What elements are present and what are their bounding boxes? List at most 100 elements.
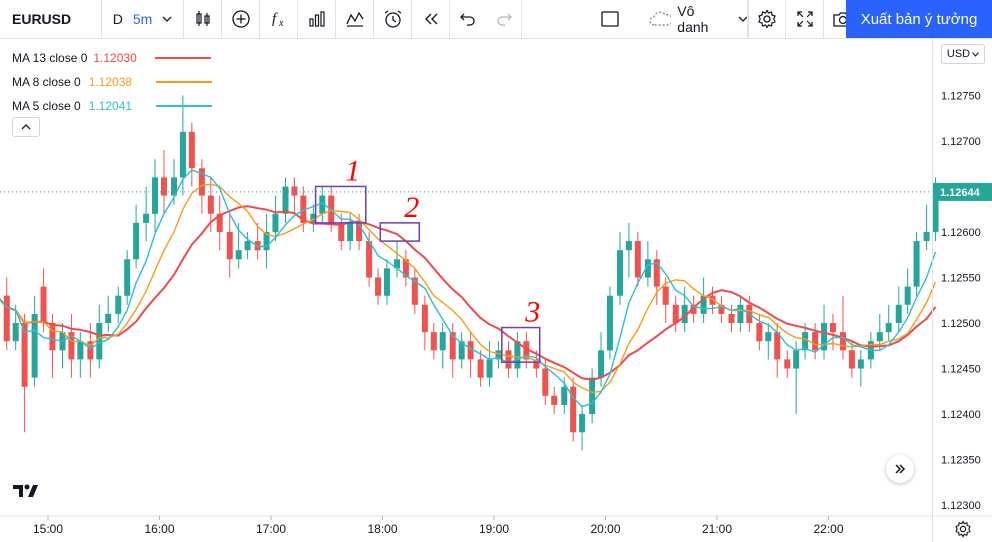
chart-area[interactable]: 123 1.128001.127501.127001.126501.126001…: [0, 39, 992, 542]
annotation-label-3: 3: [524, 296, 540, 329]
redo-button[interactable]: [486, 0, 522, 38]
candle-up: [96, 323, 103, 360]
candle-down: [449, 332, 456, 360]
price-chart[interactable]: 123 1.128001.127501.127001.126501.126001…: [0, 39, 992, 542]
tradingview-logo-icon[interactable]: [12, 481, 42, 503]
fullscreen-button[interactable]: [786, 0, 824, 38]
annotation-box-2: [379, 222, 421, 242]
layout-name-menu[interactable]: Vô danh: [628, 0, 748, 38]
candle-up: [561, 386, 568, 405]
legend-row-ma8[interactable]: MA 8 close 0 1.12038: [12, 70, 212, 94]
undo-button[interactable]: [450, 0, 486, 38]
candle-up: [115, 295, 122, 314]
candle-up: [932, 195, 939, 232]
currency-selector[interactable]: USD: [941, 44, 985, 64]
symbol-search[interactable]: EURUSD: [0, 0, 102, 38]
legend-ma5-line: [155, 105, 212, 107]
candle-down: [477, 359, 484, 378]
candle-up: [904, 286, 911, 305]
svg-text:f: f: [272, 11, 278, 27]
moving-averages: [0, 169, 937, 408]
interval-selector[interactable]: D 5m: [102, 0, 184, 38]
ma8-line: [0, 183, 937, 394]
candle-down: [523, 341, 530, 360]
legend-ma5-value: 1.12041: [88, 99, 133, 113]
candle-up: [923, 231, 930, 242]
candle-down: [728, 313, 735, 324]
annotations: 1 2 3: [314, 154, 541, 363]
candle-up: [514, 341, 521, 369]
candle-up: [700, 295, 707, 314]
replay-icon: [424, 13, 437, 25]
legend-ma13-value: 1.12030: [93, 51, 137, 65]
candle-down: [188, 131, 195, 169]
compare-button[interactable]: [222, 0, 260, 38]
legend-row-ma5[interactable]: MA 5 close 0 1.12041: [12, 94, 212, 118]
publish-idea-button[interactable]: Xuất bản ý tưởng: [846, 0, 992, 38]
settings-button[interactable]: [748, 0, 786, 38]
candle-up: [681, 304, 688, 324]
indicators-icon: [345, 11, 364, 27]
legend-ma8-name: MA 8 close 0: [12, 75, 81, 89]
current-price-tag: [933, 182, 992, 201]
candle-down: [690, 304, 697, 314]
replay-button[interactable]: [412, 0, 450, 38]
candle-down: [411, 277, 418, 305]
candle-up: [793, 350, 800, 369]
ma13-line: [0, 205, 937, 381]
candle-up: [105, 313, 112, 324]
candle-up: [347, 222, 354, 242]
alert-icon: [384, 10, 401, 28]
time-tick-label: 20:00: [590, 522, 620, 536]
fullscreen-rect-button[interactable]: [592, 0, 628, 38]
chevron-up-icon: [21, 124, 31, 130]
templates-button[interactable]: [298, 0, 336, 38]
candle-down: [375, 277, 382, 296]
candle-up: [616, 250, 623, 296]
axis-settings-icon[interactable]: [954, 520, 972, 538]
candle-up: [606, 295, 613, 351]
candle-down: [338, 222, 345, 242]
candle-down: [421, 304, 428, 333]
candle-down: [49, 323, 56, 351]
annotation-box-3: [501, 326, 541, 363]
symbol-label: EURUSD: [12, 11, 72, 27]
annotation-label-1: 1: [345, 154, 360, 187]
time-tick-label: 19:00: [479, 522, 509, 536]
candle-down: [356, 222, 363, 242]
candle-down: [662, 286, 669, 305]
candle-up: [272, 213, 279, 232]
candle-down: [198, 168, 205, 196]
candle-down: [551, 395, 558, 405]
price-tick-label: 1.12700: [941, 136, 981, 148]
legend-row-ma13[interactable]: MA 13 close 0 1.12030: [12, 46, 212, 70]
candle-up: [12, 323, 19, 342]
candle-down: [718, 304, 725, 314]
candle-up: [77, 341, 84, 360]
alert-button[interactable]: [374, 0, 412, 38]
candle-down: [812, 332, 819, 351]
candle-down: [216, 213, 223, 232]
strategy-button[interactable]: [336, 0, 374, 38]
current-price-label: 1.12644: [940, 187, 981, 199]
candles-series: [3, 95, 939, 451]
toolbar-spacer: [522, 0, 592, 38]
candle-down: [21, 323, 28, 387]
scroll-to-realtime-button[interactable]: [886, 455, 914, 483]
candle-up: [244, 241, 251, 251]
chevron-down-icon: [972, 51, 979, 57]
candle-down: [40, 286, 47, 324]
candle-down: [784, 359, 791, 369]
candles-button[interactable]: [184, 0, 222, 38]
candle-up: [439, 332, 446, 351]
legend-collapse-button[interactable]: [12, 117, 40, 137]
price-tick-label: 1.12450: [941, 364, 981, 376]
candle-up: [885, 323, 892, 333]
legend-ma8-line: [155, 81, 212, 83]
candle-down: [3, 295, 10, 342]
time-tick-label: 16:00: [144, 522, 174, 536]
legend-ma13-name: MA 13 close 0: [12, 51, 88, 65]
candle-down: [430, 332, 437, 351]
